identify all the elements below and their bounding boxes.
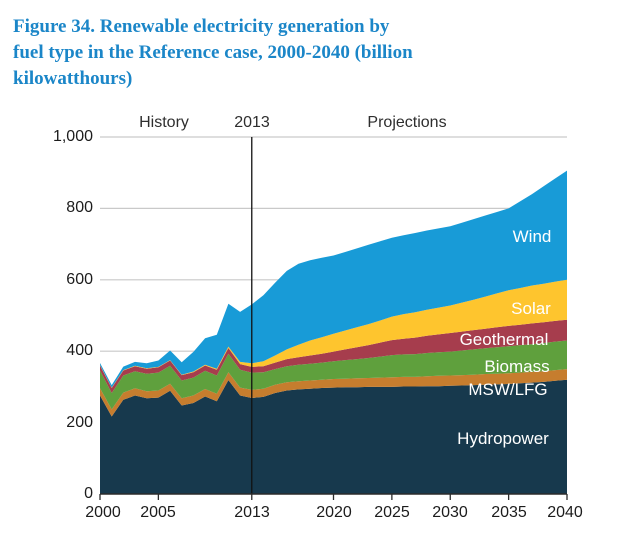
divider-year-label: 2013: [234, 114, 270, 131]
x-axis-label-2025: 2025: [374, 504, 410, 521]
x-axis-label-2013: 2013: [234, 504, 270, 521]
area-label-solar: Solar: [511, 299, 551, 318]
figure-title-line-1: Figure 34. Renewable electricity generat…: [13, 16, 390, 37]
x-axis-label-2035: 2035: [491, 504, 527, 521]
projections-label: Projections: [367, 114, 447, 131]
figure-title-line-3: kilowatthours): [13, 68, 133, 89]
area-biomass: [100, 340, 567, 410]
x-axis-label-2005: 2005: [140, 504, 176, 521]
x-axis-label-2000: 2000: [85, 504, 121, 521]
y-axis-label-800: 800: [66, 199, 93, 216]
area-label-msw-lfg: MSW/LFG: [468, 380, 548, 399]
x-axis-label-2020: 2020: [316, 504, 352, 521]
area-label-wind: Wind: [512, 227, 552, 246]
y-axis-label-600: 600: [66, 271, 93, 288]
x-axis-label-2030: 2030: [432, 504, 468, 521]
area-label-geothermal: Geothermal: [459, 330, 549, 349]
history-label: History: [139, 114, 189, 131]
y-axis-label-0: 0: [84, 485, 93, 502]
y-axis-label-1000: 1,000: [52, 128, 93, 145]
area-msw-lfg: [100, 369, 567, 417]
area-label-hydropower: Hydropower: [457, 429, 549, 448]
area-solar: [100, 279, 567, 388]
figure-title-line-2: fuel type in the Reference case, 2000-20…: [13, 42, 413, 63]
figure-title: Figure 34. Renewable electricity generat…: [13, 14, 609, 92]
y-axis-label-400: 400: [66, 342, 93, 359]
area-label-biomass: Biomass: [484, 357, 550, 376]
area-hydropower: [100, 379, 567, 494]
y-axis-label-200: 200: [66, 414, 93, 431]
area-geothermal: [100, 319, 567, 393]
x-axis-label-2040: 2040: [547, 504, 583, 521]
area-wind: [100, 170, 567, 388]
